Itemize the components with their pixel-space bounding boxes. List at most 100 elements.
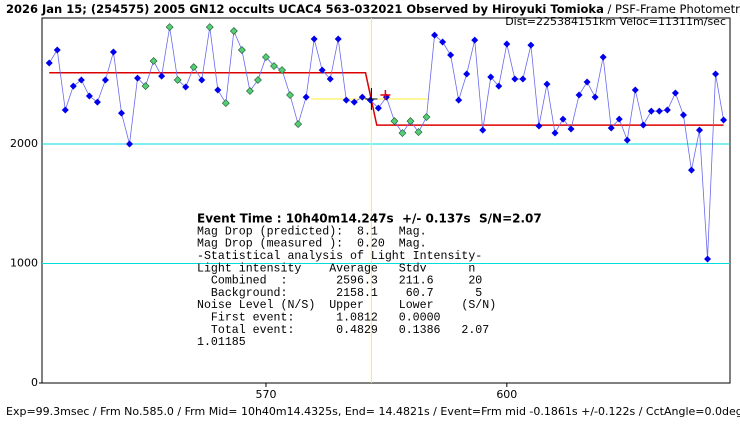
data-point (551, 129, 559, 137)
annotation: Total event: 0.4829 0.1386 2.07 (197, 324, 489, 337)
data-point (639, 121, 647, 129)
data-point (463, 70, 471, 78)
x-tick-label: 600 (496, 388, 517, 401)
data-point (455, 96, 463, 104)
data-point (69, 82, 77, 90)
data-point (85, 92, 93, 100)
data-point (647, 107, 655, 115)
annotation: Mag Drop (measured ): 0.20 Mag. (197, 238, 427, 251)
data-point (471, 36, 479, 44)
data-point (45, 59, 53, 67)
data-point (631, 86, 639, 94)
data-point (575, 91, 583, 99)
data-point (141, 82, 150, 91)
annotation: -Statistical analysis of Light Intensity… (197, 250, 482, 263)
data-point (134, 74, 142, 82)
data-point (214, 86, 222, 94)
data-point (479, 126, 487, 134)
data-point (623, 136, 631, 144)
data-point (101, 76, 109, 84)
y-tick-label: 2000 (10, 137, 38, 150)
data-point (607, 124, 615, 132)
data-point (126, 140, 134, 148)
y-tick-label: 1000 (10, 257, 38, 270)
data-point (165, 23, 174, 32)
data-point (350, 98, 358, 106)
x-tick-label: 570 (255, 388, 276, 401)
annotation: Mag Drop (predicted): 8.1 Mag. (197, 225, 427, 238)
data-point (655, 107, 663, 115)
footer: Exp=99.3msec / Frm No.585.0 / Frm Mid= 1… (6, 405, 740, 418)
title: 2026 Jan 15; (254575) 2005 GN12 occults … (6, 2, 604, 16)
data-point (158, 72, 166, 80)
data-point (414, 128, 423, 137)
data-point (431, 31, 439, 39)
data-point (543, 80, 551, 88)
subtitle: Dist=225384151km Veloc=11311m/sec (505, 15, 726, 28)
data-point (310, 35, 318, 43)
annotation: Noise Level (N/S) Upper Lower (S/N) (197, 299, 496, 312)
data-point (221, 99, 230, 107)
annotation: Combined : 2596.3 211.6 20 (197, 275, 482, 288)
data-point (326, 75, 334, 83)
data-point (318, 66, 326, 74)
y-tick-label: 0 (31, 376, 38, 389)
data-point (406, 117, 415, 126)
data-point (366, 96, 374, 104)
data-point (567, 125, 575, 133)
data-point (712, 70, 720, 78)
data-point (663, 106, 671, 114)
plot-frame (41, 17, 731, 384)
data-point (487, 73, 495, 81)
data-point (182, 83, 190, 91)
data-point (302, 93, 310, 101)
data-point (591, 93, 599, 101)
data-point (93, 98, 101, 106)
data-point (198, 76, 206, 84)
title-suffix: / PSF-Frame Photometry / (604, 2, 740, 16)
data-point (599, 53, 607, 61)
chart-title: 2026 Jan 15; (254575) 2005 GN12 occults … (6, 2, 740, 16)
data-point (342, 96, 350, 104)
data-point (237, 46, 246, 54)
data-point (720, 116, 728, 124)
data-point (61, 106, 69, 114)
data-point (286, 91, 294, 99)
data-point (511, 75, 519, 83)
annotation: First event: 1.0812 0.0000 (197, 311, 441, 324)
annotation: 1.01185 (197, 336, 246, 349)
data-point (503, 40, 511, 48)
data-point (229, 27, 238, 35)
data-point (254, 76, 262, 84)
annotation: Light intensity Average Stdv n (197, 262, 475, 275)
data-point (270, 62, 278, 70)
data-point (519, 75, 527, 83)
data-point (246, 87, 254, 95)
data-point (358, 93, 366, 101)
data-point (439, 38, 447, 46)
annotation: Event Time : 10h40m14.247s +/- 0.137s S/… (197, 212, 542, 226)
data-point (149, 57, 158, 65)
data-point (695, 126, 703, 134)
data-point (422, 113, 431, 121)
data-point (205, 23, 214, 32)
data-point (374, 104, 382, 112)
data-point (77, 76, 85, 84)
data-point (447, 51, 455, 59)
data-point (189, 63, 198, 72)
data-point (704, 255, 712, 263)
data-point (117, 109, 125, 117)
data-point (334, 35, 342, 43)
data-point (390, 117, 399, 126)
data-point (583, 78, 591, 86)
data-point (615, 115, 623, 123)
data-point (109, 48, 117, 56)
data-point (398, 129, 407, 137)
data-point (53, 46, 61, 54)
data-point (173, 76, 182, 84)
data-point (687, 166, 695, 174)
data-point (559, 115, 567, 123)
data-point (671, 89, 679, 97)
annotation: Background: 2158.1 60.7 5 (197, 287, 482, 300)
